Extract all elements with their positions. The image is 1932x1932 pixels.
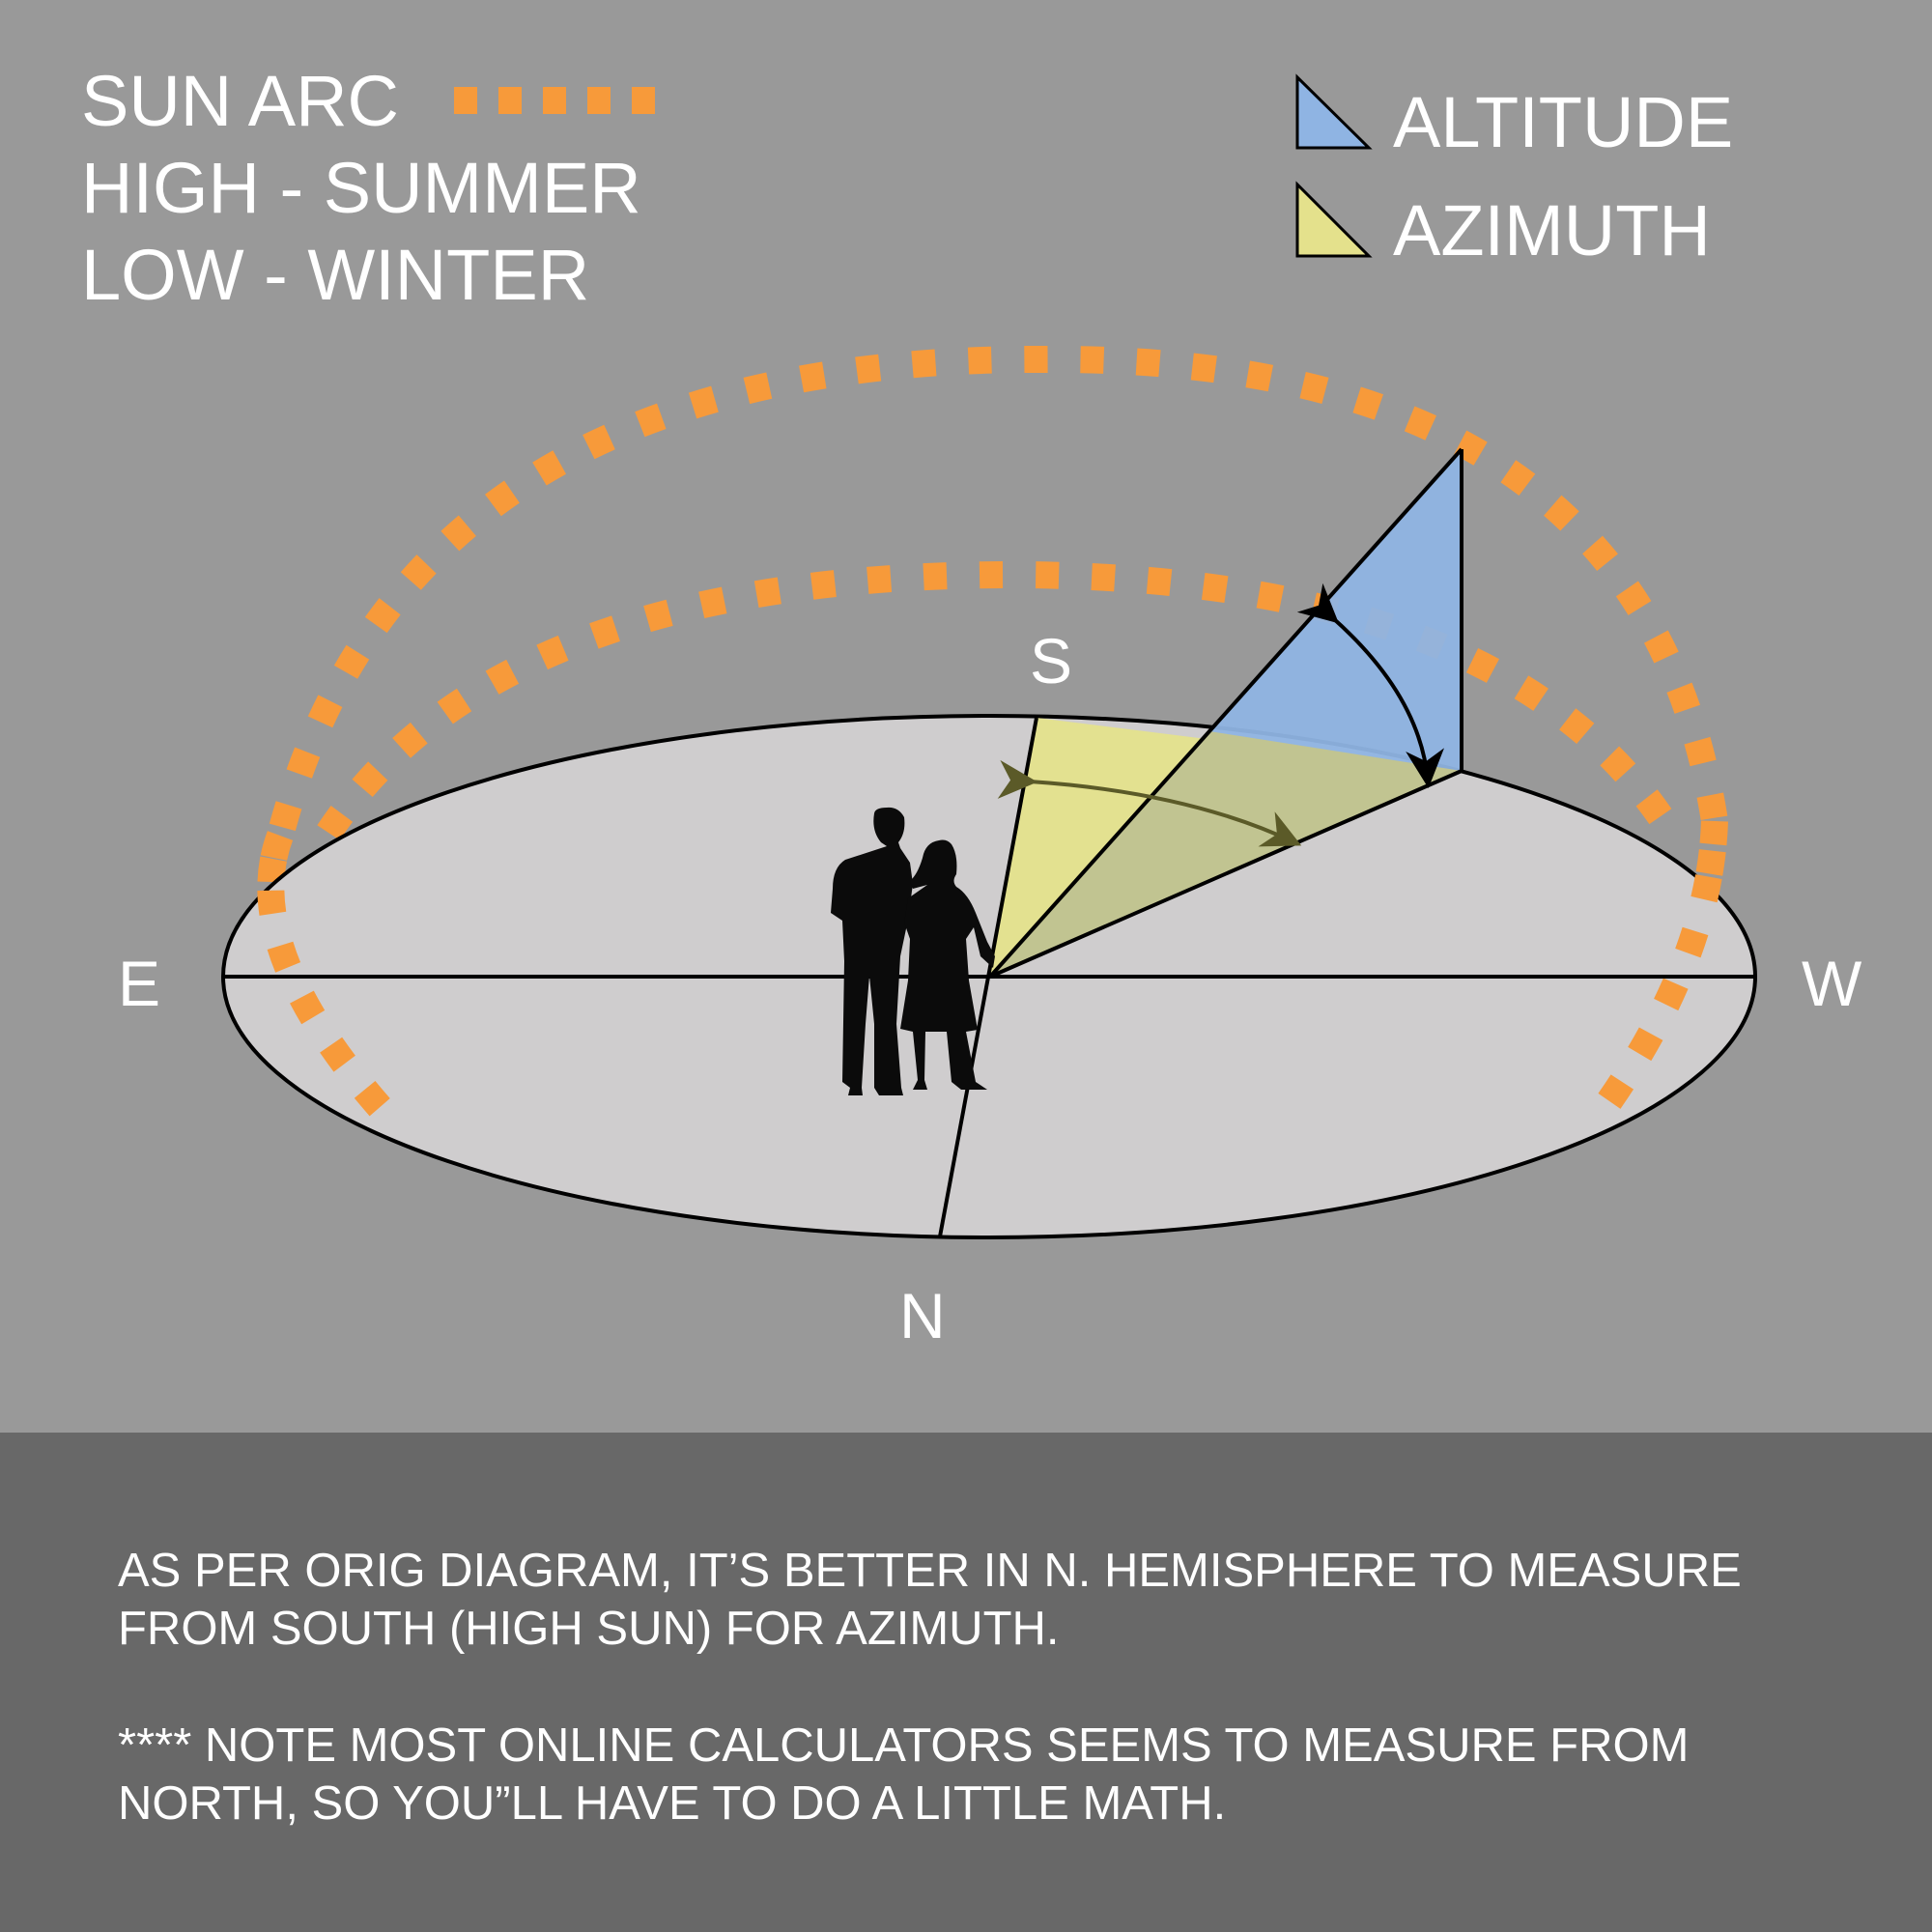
caption-paragraph-2-line-2: NORTH, SO YOU”LL HAVE TO DO A LITTLE MAT… — [118, 1777, 1226, 1830]
altitude-legend-icon — [1295, 73, 1373, 150]
overlap-area — [990, 731, 1462, 977]
compass-north-label: N — [899, 1280, 946, 1351]
legend-low-winter-label: LOW - WINTER — [81, 235, 589, 315]
legend-sun-arc-label: SUN ARC — [81, 61, 399, 141]
azimuth-legend-icon — [1295, 181, 1373, 258]
summer-arc-east-lower — [257, 831, 407, 1135]
caption-paragraph-1-line-2: FROM SOUTH (HIGH SUN) FOR AZIMUTH. — [118, 1603, 1060, 1655]
sun-altitude-line — [988, 447, 1463, 979]
caption-paragraph-2-line-1: **** NOTE MOST ONLINE CALCULATORS SEEMS … — [118, 1719, 1689, 1772]
caption-area — [0, 1433, 1932, 1932]
compass-south-label: S — [1030, 625, 1072, 696]
caption-paragraph-1-line-1: AS PER ORIG DIAGRAM, IT’S BETTER IN N. H… — [118, 1545, 1742, 1597]
summer-sun-arc — [257, 345, 1729, 1135]
legend-azimuth-label: AZIMUTH — [1393, 190, 1711, 270]
legend-altitude-label: ALTITUDE — [1393, 82, 1733, 162]
sun-azimuth-line — [989, 769, 1463, 979]
compass-west-label: W — [1802, 948, 1862, 1019]
azimuth-arrow — [997, 759, 1302, 847]
compass-east-label: E — [118, 948, 160, 1019]
altitude-arrow — [1296, 582, 1445, 788]
legend-high-summer-label: HIGH - SUMMER — [81, 148, 641, 228]
people-silhouette — [831, 807, 995, 1095]
summer-arc-west-lower — [1580, 820, 1728, 1134]
winter-sun-arc — [317, 560, 1683, 840]
